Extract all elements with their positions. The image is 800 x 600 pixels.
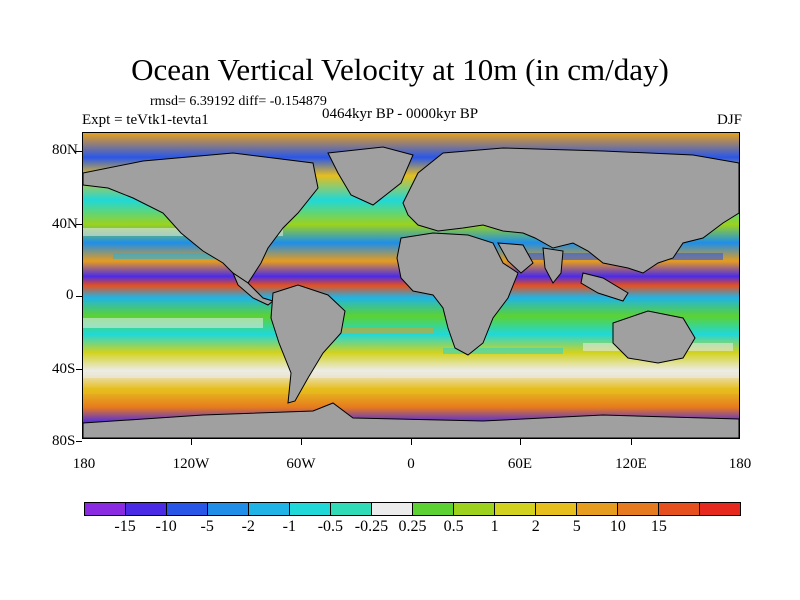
lon-label-60e: 60E (507, 456, 533, 472)
central-america-landmass (231, 271, 275, 306)
colorbar-segment (700, 503, 740, 515)
colorbar-label: 10 (609, 518, 626, 535)
arabia-landmass (497, 242, 534, 274)
lat-label-40s: 40S (52, 361, 76, 377)
lat-label-80s: 80S (52, 433, 76, 449)
colorbar-label: 0.5 (443, 518, 464, 535)
lat-tick (76, 151, 82, 152)
colorbar-segment (85, 503, 126, 515)
australia-landmass (612, 310, 696, 364)
lat-label-80n: 80N (52, 142, 78, 158)
figure-title: Ocean Vertical Velocity at 10m (in cm/da… (131, 52, 669, 87)
colorbar-label: -1 (282, 518, 296, 535)
lon-label-120w: 120W (172, 456, 210, 472)
colorbar-label: 1 (490, 518, 499, 535)
colorbar-label: 15 (650, 518, 667, 535)
lat-label-40n: 40N (52, 216, 78, 232)
colorbar-segment (618, 503, 659, 515)
lon-label-60w: 60W (286, 456, 316, 472)
lon-tick (301, 439, 302, 445)
lat-label-equator: 0 (66, 287, 74, 303)
land-masses (83, 146, 739, 438)
lon-tick (631, 439, 632, 445)
lon-tick (411, 439, 412, 445)
lat-tick (76, 224, 82, 225)
greenland-landmass (327, 146, 414, 206)
lon-label-180w: 180 (72, 456, 96, 472)
colorbar-segment (659, 503, 700, 515)
lon-label-120e: 120E (615, 456, 647, 472)
colorbar-segment (495, 503, 536, 515)
colorbar-label: -2 (241, 518, 255, 535)
colorbar-label: -15 (114, 518, 136, 535)
colorbar-segment (290, 503, 331, 515)
lon-tick (191, 439, 192, 445)
colorbar-segment (454, 503, 495, 515)
colorbar-segment (331, 503, 372, 515)
colorbar-label: -5 (200, 518, 214, 535)
colorbar-label: -10 (155, 518, 177, 535)
period-text: 0464kyr BP - 0000kyr BP (322, 106, 479, 122)
colorbar (84, 502, 741, 516)
colorbar-label: 2 (531, 518, 540, 535)
colorbar-segment (208, 503, 249, 515)
lat-tick (76, 296, 82, 297)
colorbar-segment (372, 503, 413, 515)
colorbar-segment (536, 503, 577, 515)
colorbar-segment (167, 503, 208, 515)
experiment-text: Expt = teVtk1-tevta1 (82, 112, 209, 128)
indonesia-landmass (580, 272, 629, 302)
colorbar-segment (413, 503, 454, 515)
colorbar-segment (249, 503, 290, 515)
map-canvas (83, 133, 739, 438)
season-text: DJF (716, 112, 742, 128)
africa-landmass (396, 232, 519, 356)
lat-tick (76, 369, 82, 370)
colorbar-label: 5 (572, 518, 581, 535)
eurasia-landmass (402, 147, 739, 274)
colorbar-label: 0.25 (398, 518, 427, 535)
lon-label-180e: 180 (728, 456, 752, 472)
south-america-landmass (270, 284, 346, 404)
colorbar-segment (577, 503, 618, 515)
colorbar-label: -0.5 (317, 518, 344, 535)
colorbar-label: -0.25 (354, 518, 389, 535)
colorbar-segment (126, 503, 167, 515)
antarctica-landmass (83, 402, 739, 438)
map-panel (82, 132, 740, 439)
lon-label-0: 0 (407, 456, 415, 472)
lon-tick (520, 439, 521, 445)
india-landmass (542, 247, 564, 284)
lat-tick (76, 441, 82, 442)
stats-text: rmsd= 6.39192 diff= -0.154879 (150, 94, 327, 109)
